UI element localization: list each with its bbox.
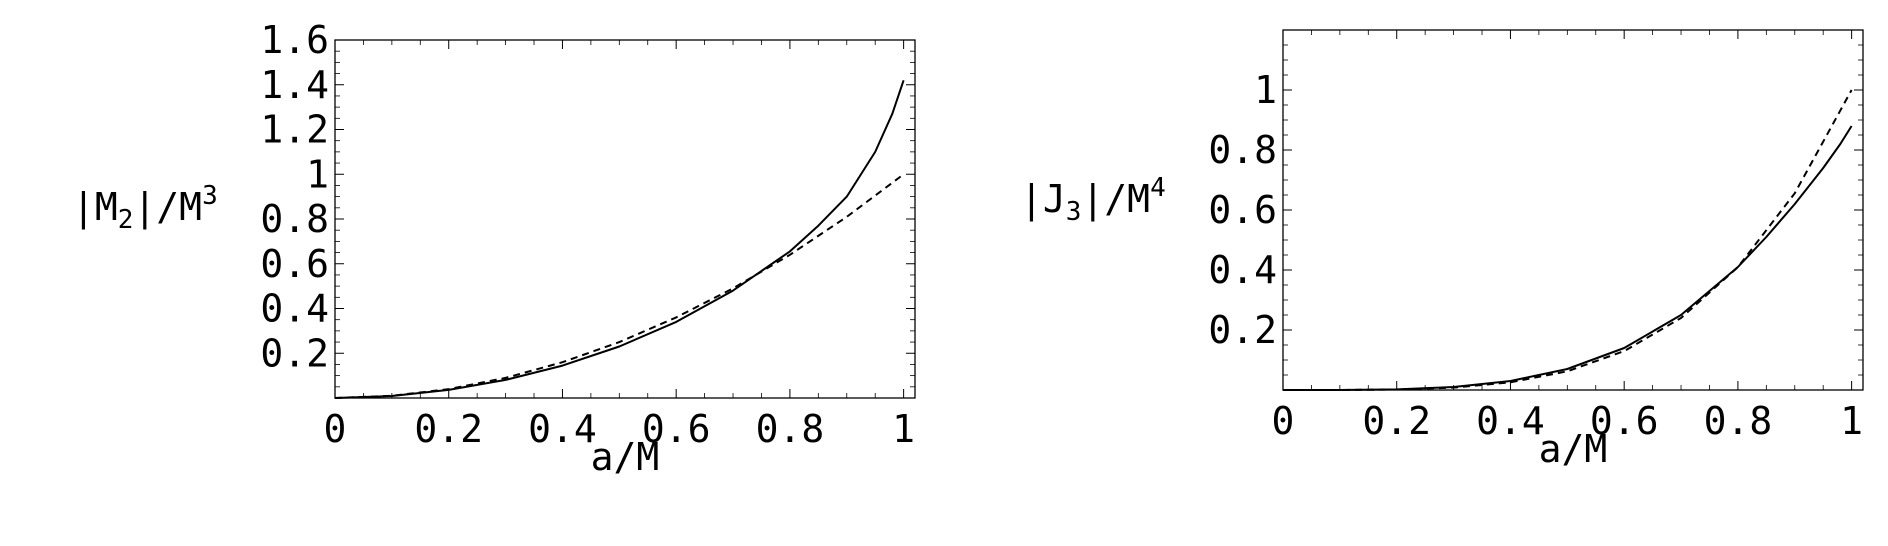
y-tick-label: 1.6 xyxy=(260,18,329,62)
x-tick-label: 0.4 xyxy=(528,407,597,451)
y-tick-label: 0.8 xyxy=(1208,128,1277,172)
y-label-part: |M xyxy=(72,185,118,230)
chart-panel-1: 0 0.2 0.4 0.6 0.8 10.20.40.60.811.21.41.6a/M|… xyxy=(72,18,916,479)
y-label-part: |/M xyxy=(133,185,202,230)
y-tick-label: 0.2 xyxy=(1208,308,1277,352)
x-tick-label: 0.8 xyxy=(1704,399,1773,443)
y-axis-label: |J3|/M4 xyxy=(1020,173,1166,227)
y-label-subscript: 3 xyxy=(1066,197,1082,227)
x-axis-label: a/M xyxy=(1539,427,1608,471)
y-label-part: |/M xyxy=(1081,177,1150,222)
y-axis-label: |M2|/M3 xyxy=(72,181,218,235)
y-tick-label: 1.2 xyxy=(260,108,329,152)
series-line-dashed xyxy=(334,173,905,399)
y-tick-label: 1 xyxy=(306,152,329,196)
x-tick-label: 0.2 xyxy=(414,407,483,451)
y-label-part: |J xyxy=(1020,177,1066,222)
y-label-superscript: 4 xyxy=(1150,173,1166,203)
x-tick-label: 1 xyxy=(892,407,915,451)
x-axis-label: a/M xyxy=(591,435,660,479)
x-tick-label: 1 xyxy=(1840,399,1863,443)
x-tick-label: 0.4 xyxy=(1476,399,1545,443)
y-tick-label: 0.2 xyxy=(260,331,329,375)
x-tick-label: 0.6 xyxy=(642,407,711,451)
series-line-solid xyxy=(1283,125,1853,391)
series-line-dashed xyxy=(1283,89,1853,391)
y-label-superscript: 3 xyxy=(202,181,218,211)
series-line-solid xyxy=(334,79,905,399)
x-tick-label: 0 xyxy=(324,407,347,451)
x-tick-label: 0.6 xyxy=(1590,399,1659,443)
y-tick-label: 0.6 xyxy=(1208,188,1277,232)
y-tick-label: 0.4 xyxy=(1208,248,1277,292)
plot-frame xyxy=(1282,29,1864,391)
y-tick-label: 0.4 xyxy=(260,287,329,331)
chart-panel-2: 0 0.2 0.4 0.6 0.8 1 0.2 0.4 0.6 0.8 1 a/M |J3|/M4 xyxy=(1020,29,1864,471)
y-tick-label: 0.6 xyxy=(260,242,329,286)
x-tick-label: 0.2 xyxy=(1362,399,1431,443)
y-tick-label: 0.8 xyxy=(260,197,329,241)
y-tick-label: 1 xyxy=(1254,68,1277,112)
y-label-subscript: 2 xyxy=(118,205,134,235)
y-tick-label: 1.4 xyxy=(260,63,329,107)
x-tick-label: 0 xyxy=(1272,399,1295,443)
x-tick-label: 0.8 xyxy=(756,407,825,451)
